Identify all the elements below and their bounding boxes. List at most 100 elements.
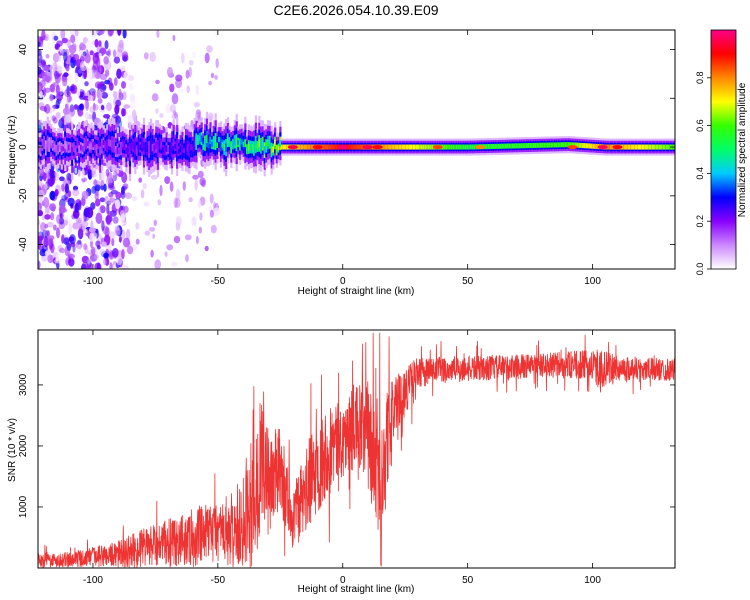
ridge-cell [43,139,46,146]
heat-cell [140,189,145,199]
heat-cell [72,222,80,230]
heat-cell [188,60,194,66]
ridge-cell [590,144,593,148]
heat-cell [79,95,84,100]
heat-cell [64,192,69,200]
ridge-cell [76,140,79,146]
heat-cell [50,254,54,263]
colorbar: 0.0 0.2 0.4 0.6 0.8 Normalized spectral ampl… [695,29,748,275]
heat-cell [159,184,163,197]
spectrogram-ridge [38,111,675,182]
ridge-cell [323,145,326,149]
heat-cell [164,176,171,185]
ridge-cell [130,144,133,149]
figure-title: C2E6.2026.054.10.39.E09 [273,2,438,18]
heat-cell [38,48,42,57]
ridge-cell [447,145,450,149]
ridge-cell [254,140,257,149]
heat-cell [80,53,86,61]
ridge-cell [66,144,69,150]
ridge-cell [407,145,410,149]
heat-cell [81,90,86,101]
heat-cell [94,191,99,201]
x-tick-label: 50 [462,575,474,586]
heat-cell [85,111,89,120]
ridge-cell [59,143,62,150]
ridge-cell [347,145,350,149]
ridge-cell [137,142,140,149]
ridge-cell [155,141,158,149]
ridge-cell [627,145,630,149]
x-tick-label: 50 [462,276,474,287]
ridge-cell [485,145,488,148]
ridge-cell [141,139,144,146]
heat-cell [99,205,106,214]
heat-cell [54,189,59,197]
heat-cell [175,74,183,82]
ridge-cell [562,143,565,147]
heat-cell [89,262,93,269]
ridge-cell [583,144,586,147]
ridge-cell [237,140,240,145]
heat-cell [116,48,123,58]
x-tick-label: -100 [83,575,103,586]
ridge-cell [216,142,219,148]
heat-cell [116,68,122,79]
ridge-cell [242,141,245,147]
ridge-cell [305,145,308,149]
heat-cell [92,52,100,64]
ridge-cell [135,148,139,154]
ridge-cell [333,145,336,149]
ridge-cell [352,145,355,149]
ridge-cell [553,143,556,147]
heat-cell [77,244,82,255]
ridge-cell [459,145,462,149]
ridge-cell [204,139,207,147]
ridge-cell [172,139,175,146]
heat-cell [197,199,202,209]
ridge-cell [190,144,193,151]
heat-cell [104,195,109,205]
ridge-cell [48,141,51,149]
ridge-cell [634,145,637,149]
heat-cell [73,104,79,110]
ridge-cell [53,143,56,150]
ridge-cell [176,142,179,152]
ridge-cell [114,148,118,155]
ridge-cell [464,145,467,149]
heat-cell [150,174,158,180]
heat-cell [68,257,75,267]
heat-cell [112,91,118,99]
ridge-cell [524,144,527,147]
heat-cell [58,204,66,214]
heat-cell [109,262,113,269]
ridge-cell [95,146,98,153]
ridge-cell [515,144,518,148]
heat-cell [79,75,85,85]
heat-cell [101,241,107,247]
heat-cell [100,184,104,191]
ridge-cell [134,141,137,151]
heat-cell [54,73,62,84]
heat-cell [55,99,60,109]
heat-cell [78,69,83,74]
ridge-cell [503,144,506,148]
ridge-cell [191,146,195,152]
heat-cell [109,231,116,240]
heat-cell [115,99,122,107]
heat-cell [49,63,55,74]
ridge-cell [382,145,385,149]
ridge-cell [441,145,445,149]
ridge-cell [46,139,49,148]
heat-cell [39,98,44,103]
ridge-cell [567,143,570,146]
ridge-cell [127,147,130,153]
ridge-cell [431,145,434,149]
heat-cell [53,35,59,41]
heat-cell [38,235,44,241]
heat-cell [39,90,43,99]
ridge-cell [506,144,509,148]
ridge-cell [662,145,665,149]
snr-x-axis: -100 -50 0 50 100 [83,330,601,586]
heat-cell [88,227,96,233]
